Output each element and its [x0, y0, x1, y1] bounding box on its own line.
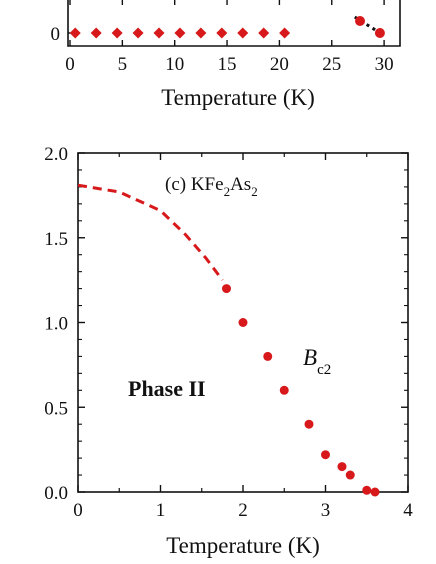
- top-x-tick-label: 15: [218, 54, 237, 75]
- top-diamond-point: [90, 27, 102, 39]
- bottom-data-point: [337, 462, 347, 472]
- bottom-y-ticks: 0.0 0.5 1.0 1.5 2.0: [44, 144, 408, 504]
- bottom-data-point: [238, 318, 248, 327]
- bottom-x-tick-label: 4: [403, 500, 413, 521]
- top-diamond-point: [153, 27, 165, 39]
- phase-label: Phase II: [128, 376, 206, 401]
- bottom-data-point: [370, 487, 380, 497]
- top-fit-line: [353, 15, 382, 35]
- bottom-y-tick-label: 0.0: [44, 483, 68, 504]
- top-x-axis-label: Temperature (K): [161, 85, 315, 110]
- bottom-data-point: [279, 385, 289, 395]
- bottom-data-point: [222, 284, 231, 294]
- top-x-tick-label: 10: [165, 54, 184, 75]
- bottom-x-ticks: 0 1 2 3 4: [73, 153, 413, 521]
- bottom-data-point: [263, 351, 273, 361]
- top-circle-point: [374, 28, 385, 38]
- top-diamond-point: [237, 27, 249, 39]
- top-circle-point: [355, 16, 366, 26]
- top-data-points: [69, 16, 385, 39]
- top-diamond-point: [174, 27, 186, 39]
- bottom-x-tick-label: 3: [321, 500, 331, 521]
- bottom-y-tick-label: 2.0: [44, 144, 68, 165]
- top-x-tick-label: 5: [118, 54, 128, 75]
- top-diamond-point: [69, 27, 81, 39]
- top-diamond-point: [216, 27, 228, 39]
- top-x-tick-label: 25: [322, 54, 341, 75]
- top-y-tick-label: 0: [51, 24, 61, 45]
- top-diamond-point: [195, 27, 207, 39]
- bottom-y-tick-label: 0.5: [44, 398, 68, 419]
- top-diamond-point: [258, 27, 270, 39]
- top-diamond-point: [111, 27, 123, 39]
- bottom-data-point: [345, 470, 355, 480]
- top-x-ticks: 0 5 10 15 20 25 30: [65, 0, 394, 75]
- panel-title: (c) KFe2As2: [165, 174, 258, 199]
- bottom-y-tick-label: 1.5: [44, 229, 68, 250]
- top-diamond-point: [279, 27, 291, 39]
- bottom-data-point: [321, 450, 330, 460]
- bottom-data-points: [222, 284, 380, 497]
- field-symbol-label: Bc2: [303, 345, 331, 378]
- bottom-x-axis-label: Temperature (K): [166, 533, 320, 558]
- bottom-data-point: [304, 419, 314, 429]
- top-diamond-point: [132, 27, 144, 39]
- bottom-panel: 0 1 2 3 4 0.0 0.5 1.0 1.5 2.0 (c) KFe2As2 Phase …: [44, 144, 413, 558]
- top-x-tick-label: 20: [270, 54, 289, 75]
- bottom-x-tick-label: 1: [156, 500, 166, 521]
- top-x-tick-label: 30: [375, 54, 394, 75]
- top-panel: 0 5 10 15 20 25 30 0 Temperature (K): [51, 0, 401, 110]
- top-plot-frame: [67, 0, 401, 47]
- bottom-x-tick-label: 2: [238, 500, 248, 521]
- top-x-tick-label: 0: [65, 54, 75, 75]
- extrapolation-dashed-line: [77, 183, 224, 281]
- bottom-data-point: [362, 485, 372, 495]
- bottom-y-tick-label: 1.0: [44, 314, 68, 335]
- bottom-x-tick-label: 0: [73, 500, 83, 521]
